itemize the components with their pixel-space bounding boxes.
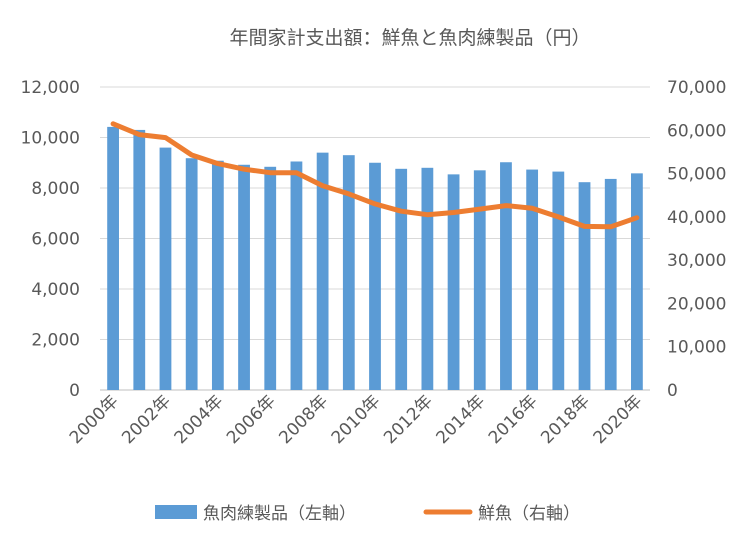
bar xyxy=(159,147,172,390)
bar xyxy=(107,126,119,391)
left-axis-tick-label: 12,000 xyxy=(21,78,80,98)
x-axis-tick-label: 2016年 xyxy=(485,391,542,448)
bar xyxy=(395,168,408,390)
bar-series xyxy=(107,126,643,391)
left-axis-tick-label: 4,000 xyxy=(31,280,80,300)
bar xyxy=(473,170,486,390)
x-axis-tick-label: 2020年 xyxy=(590,391,647,448)
bar xyxy=(604,178,617,390)
legend-label-bar: 魚肉練製品（左軸） xyxy=(203,504,356,524)
x-axis-tick-label: 2014年 xyxy=(433,391,490,448)
bar xyxy=(552,171,565,390)
line-series xyxy=(110,121,640,230)
bar xyxy=(447,174,460,390)
left-axis-tick-label: 2,000 xyxy=(31,331,80,351)
x-axis-tick-label: 2006年 xyxy=(223,391,280,448)
bar xyxy=(526,169,539,390)
line-path xyxy=(110,121,640,230)
legend: 魚肉練製品（左軸） 鮮魚（右軸） xyxy=(155,504,580,524)
x-axis-tick-label: 2008年 xyxy=(275,391,332,448)
bar xyxy=(500,162,512,390)
left-axis-tick-label: 0 xyxy=(69,381,80,401)
bar xyxy=(631,173,643,390)
right-axis-tick-label: 50,000 xyxy=(667,165,726,185)
bar xyxy=(211,160,224,390)
x-axis-tick-label: 2012年 xyxy=(380,391,437,448)
bar xyxy=(578,182,591,390)
right-axis-tick-label: 70,000 xyxy=(667,78,726,98)
x-axis-tick-label: 2004年 xyxy=(171,391,228,448)
legend-item-bar: 魚肉練製品（左軸） xyxy=(155,504,356,524)
left-axis-ticks: 0 2,000 4,000 6,000 8,000 10,000 12,000 xyxy=(21,78,80,401)
left-axis-tick-label: 8,000 xyxy=(31,179,80,199)
legend-label-line: 鮮魚（右軸） xyxy=(478,504,580,524)
left-axis-tick-label: 6,000 xyxy=(31,230,80,250)
legend-item-line: 鮮魚（右軸） xyxy=(423,504,580,524)
left-axis-tick-label: 10,000 xyxy=(21,129,80,149)
legend-swatch-bar xyxy=(155,505,197,519)
right-axis-tick-label: 10,000 xyxy=(667,338,726,358)
bar xyxy=(369,162,381,390)
bar xyxy=(421,167,434,390)
right-axis-tick-label: 40,000 xyxy=(667,208,726,228)
bar xyxy=(316,152,329,390)
bar xyxy=(238,164,250,390)
right-axis-ticks: 0 10,000 20,000 30,000 40,000 50,000 60,000 70,… xyxy=(667,78,726,401)
bar xyxy=(185,158,198,390)
x-axis-tick-label: 2010年 xyxy=(328,391,385,448)
right-axis-tick-label: 20,000 xyxy=(667,294,726,314)
x-axis-tick-label: 2002年 xyxy=(118,391,175,448)
right-axis-tick-label: 0 xyxy=(667,381,678,401)
bar xyxy=(264,166,277,390)
right-axis-tick-label: 30,000 xyxy=(667,251,726,271)
x-axis-ticks: 2000年2002年2004年2006年2008年2010年2012年2014年… xyxy=(66,391,647,448)
chart-title: 年間家計支出額：鮮魚と魚肉練製品（円） xyxy=(229,27,590,49)
right-axis-tick-label: 60,000 xyxy=(667,121,726,141)
bar xyxy=(290,161,303,390)
bar xyxy=(342,155,355,390)
x-axis-tick-label: 2018年 xyxy=(537,391,594,448)
bar xyxy=(133,129,146,391)
